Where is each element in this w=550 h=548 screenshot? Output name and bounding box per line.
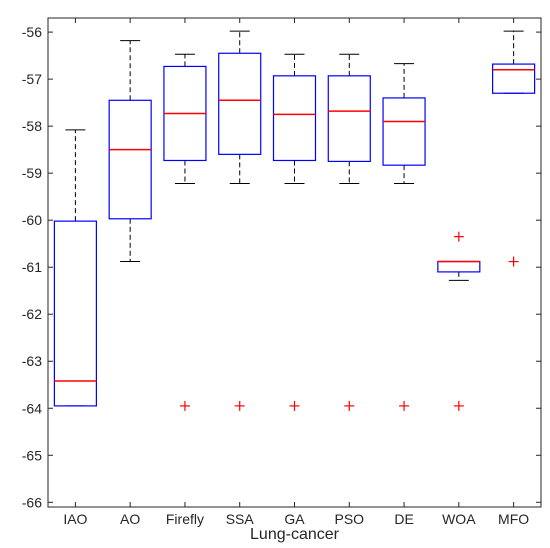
plot-frame: [47, 17, 542, 508]
y-tick-label: -63: [22, 353, 42, 369]
box-group: [108, 40, 152, 263]
y-tick-label: -56: [22, 24, 42, 40]
y-tick-label: -58: [22, 118, 42, 134]
y-axis: -66 -65 -64 -63 -62 -61 -60 -59 -58 -57 -56: [22, 24, 541, 510]
box-iqr: [53, 220, 97, 407]
y-tick-label: -60: [22, 212, 42, 228]
box-iqr: [108, 99, 152, 220]
y-tick-label: -64: [22, 400, 42, 416]
y-tick-label: -66: [22, 494, 42, 510]
x-axis: IAO AO Firefly SSA GA PSO DE WOA MFO: [63, 18, 529, 527]
box-iqr: [218, 52, 262, 155]
outlier-marker: [508, 256, 519, 267]
box-group: [327, 53, 371, 411]
x-tick-label: GA: [284, 511, 305, 527]
y-tick-label: -62: [22, 306, 42, 322]
box-iqr: [272, 75, 317, 162]
x-tick-label: DE: [394, 511, 413, 527]
x-tick-label: SSA: [226, 511, 255, 527]
box-group: [218, 30, 262, 411]
x-tick-label: PSO: [334, 511, 364, 527]
y-tick-label: -65: [22, 447, 42, 463]
x-axis-label: Lung-cancer: [250, 526, 340, 543]
outlier-marker: [344, 400, 355, 411]
x-tick-label: MFO: [498, 511, 529, 527]
outlier-marker: [399, 400, 410, 411]
box-iqr: [492, 63, 536, 94]
box-group: [53, 129, 97, 407]
x-tick-label: Firefly: [166, 511, 204, 527]
y-tick-label: -57: [22, 71, 42, 87]
outlier-marker: [453, 400, 464, 411]
outlier-marker: [453, 231, 464, 242]
box-iqr: [437, 260, 481, 273]
outlier-marker: [289, 400, 300, 411]
y-tick-label: -61: [22, 259, 42, 275]
box-group: [163, 53, 207, 411]
box-group: [492, 30, 536, 267]
box-group: [272, 53, 317, 411]
x-tick-label: IAO: [63, 511, 87, 527]
outlier-marker: [179, 400, 190, 411]
x-tick-label: WOA: [442, 511, 476, 527]
y-tick-label: -59: [22, 165, 42, 181]
box-iqr: [382, 97, 426, 166]
x-tick-label: AO: [120, 511, 140, 527]
box-iqr: [327, 75, 371, 163]
box-group: [437, 231, 481, 411]
box-group: [382, 63, 426, 411]
outlier-marker: [234, 400, 245, 411]
chart-marks: [53, 30, 536, 411]
